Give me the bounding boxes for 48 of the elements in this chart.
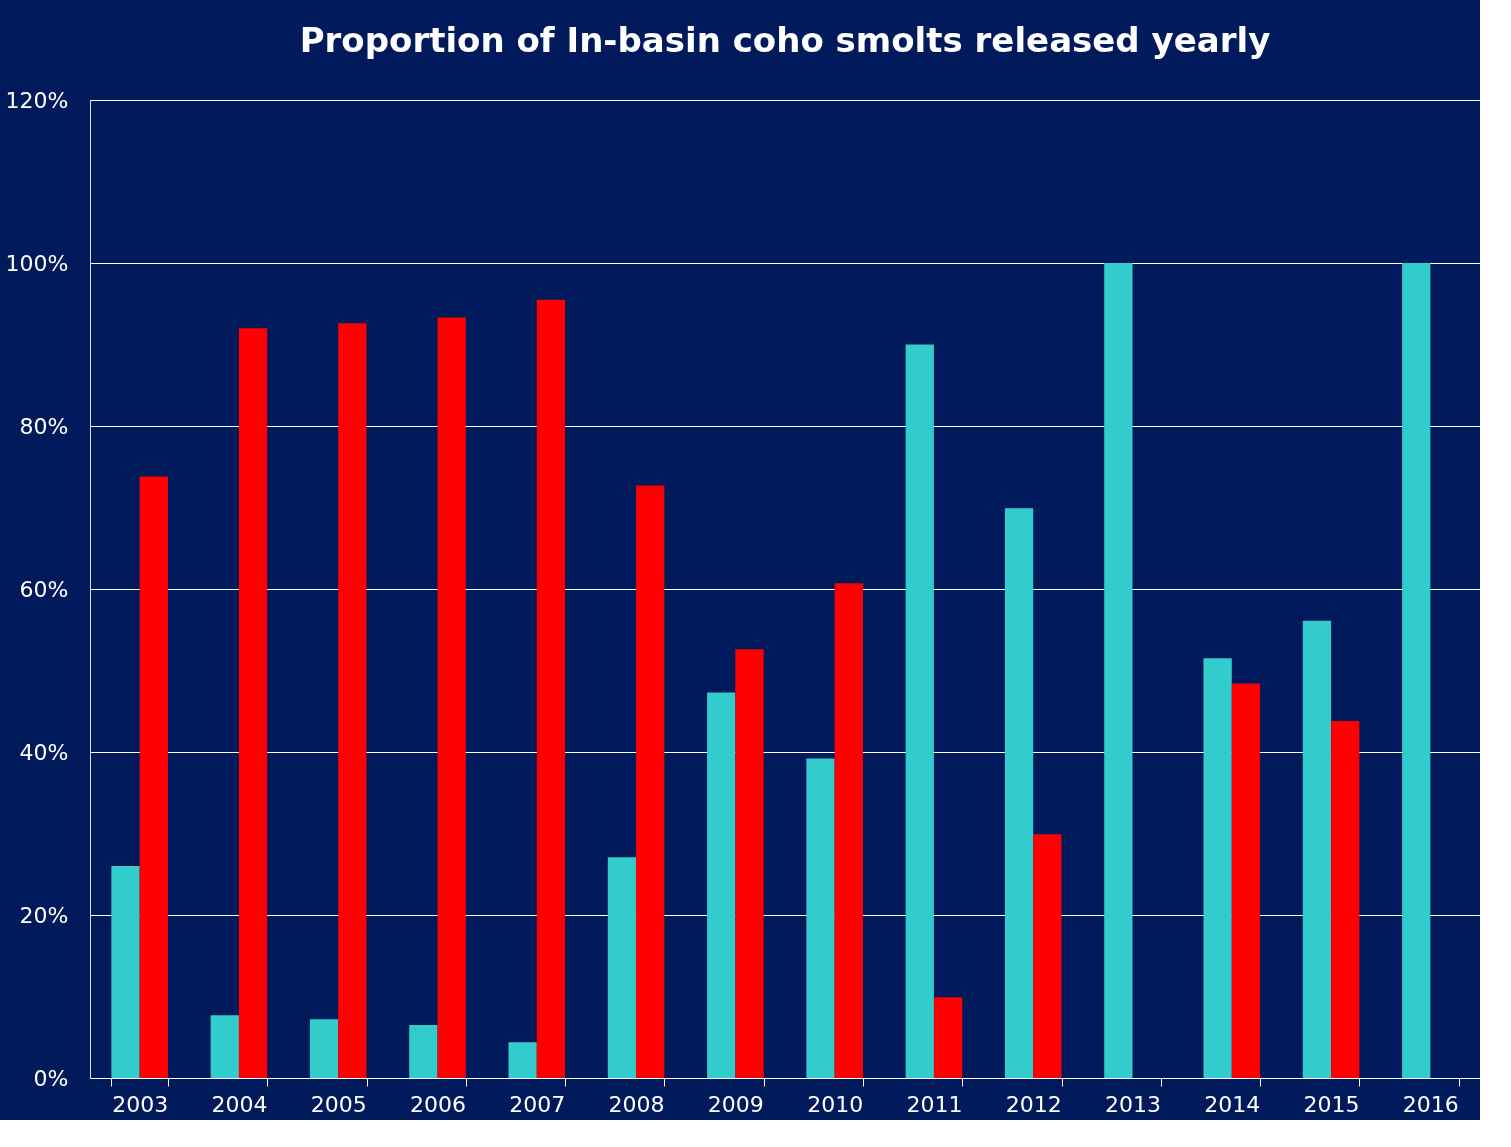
- bar: [1231, 683, 1261, 1078]
- bar: [409, 1025, 438, 1078]
- x-tick-label: 2007: [509, 1091, 566, 1117]
- bar: [210, 1015, 239, 1078]
- y-tick-label: 100%: [5, 250, 69, 276]
- x-tick-label: 2013: [1105, 1091, 1161, 1117]
- bar: [437, 317, 466, 1078]
- bar: [735, 649, 764, 1078]
- x-tick-label: 2016: [1402, 1091, 1459, 1117]
- bar: [1331, 721, 1360, 1078]
- bar: [1203, 658, 1232, 1078]
- bar: [309, 1019, 339, 1078]
- y-tick-label: 20%: [19, 902, 69, 928]
- bar: [111, 866, 140, 1078]
- bar: [636, 485, 665, 1078]
- bar: [1104, 263, 1133, 1078]
- bar: [508, 1042, 537, 1078]
- x-tick-label: 2006: [410, 1091, 466, 1117]
- bar: [1302, 620, 1332, 1078]
- x-tick-label: 2012: [1005, 1091, 1062, 1117]
- chart-title: Proportion of In-basin coho smolts released yearly: [299, 20, 1271, 60]
- x-tick-label: 2014: [1204, 1091, 1261, 1117]
- y-tick-label: 60%: [19, 576, 69, 602]
- x-tick-label: 2004: [211, 1091, 268, 1117]
- y-tick-label: 40%: [19, 739, 69, 765]
- bar: [834, 583, 863, 1078]
- bar: [905, 344, 934, 1078]
- bar: [238, 328, 268, 1078]
- x-tick-label: 2015: [1303, 1091, 1360, 1117]
- bar: [607, 857, 637, 1078]
- bar: [806, 758, 835, 1078]
- bar: [1004, 508, 1034, 1078]
- x-tick-label: 2009: [707, 1091, 764, 1117]
- x-tick-label: 2010: [807, 1091, 864, 1117]
- bar: [536, 299, 566, 1078]
- x-tick-label: 2008: [608, 1091, 665, 1117]
- bar: [338, 323, 367, 1078]
- x-tick-label: 2005: [310, 1091, 367, 1117]
- bar: [1402, 263, 1431, 1078]
- y-tick-label: 0%: [33, 1065, 69, 1091]
- x-tick-label: 2003: [112, 1091, 169, 1117]
- bar: [707, 692, 736, 1078]
- x-tick-label: 2011: [906, 1091, 963, 1117]
- y-tick-label: 120%: [5, 87, 69, 113]
- bar: [1033, 834, 1062, 1078]
- bar: [933, 997, 963, 1078]
- bar: [139, 476, 168, 1078]
- y-tick-label: 80%: [19, 413, 69, 439]
